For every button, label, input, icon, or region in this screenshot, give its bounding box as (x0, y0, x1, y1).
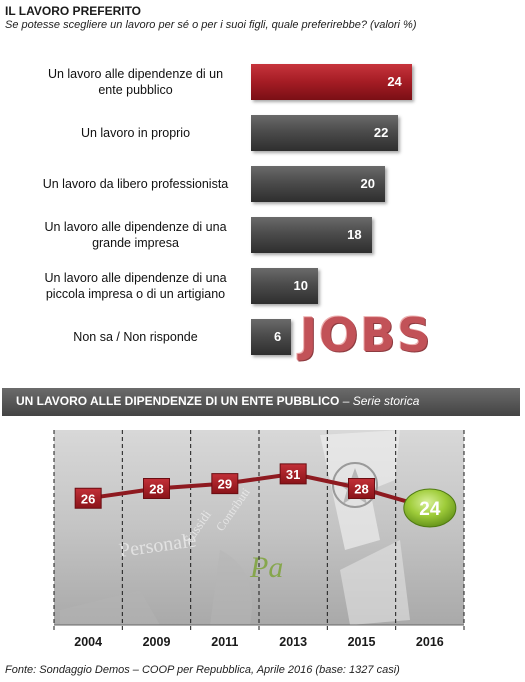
data-marker: 28 (348, 478, 375, 499)
data-marker: 29 (211, 473, 239, 495)
data-marker: 26 (74, 487, 102, 509)
chart-subtitle: Se potesse scegliere un lavoro per sé o … (5, 19, 417, 31)
data-label: 29 (218, 477, 232, 492)
background-word: Pa (249, 551, 283, 584)
data-marker-latest: 24 (403, 488, 457, 528)
bar-value: 10 (293, 278, 308, 293)
data-marker: 31 (279, 463, 307, 485)
bar-label: Un lavoro alle dipendenze di un ente pubb… (28, 66, 243, 98)
x-tick-label: 2009 (143, 635, 171, 649)
x-tick-label: 2013 (279, 635, 307, 649)
bar-label-line: Non sa / Non risponde (73, 330, 198, 344)
bar-value: 18 (347, 227, 362, 242)
bar-label: Non sa / Non risponde (28, 329, 243, 345)
bar-label-line: grande impresa (92, 236, 179, 250)
bar-value: 24 (387, 74, 402, 89)
bar-label: Un lavoro alle dipendenze di una grande i… (28, 219, 243, 251)
data-label: 28 (149, 482, 163, 497)
x-tick-label: 2015 (348, 635, 376, 649)
chart-title: IL LAVORO PREFERITO (5, 4, 142, 18)
data-label: 24 (419, 499, 441, 520)
series-title-suffix: – Serie storica (342, 394, 420, 408)
source-footnote: Fonte: Sondaggio Demos – COOP per Repubb… (5, 664, 400, 676)
bar (251, 217, 372, 253)
bar-label-line: Un lavoro alle dipendenze di una (44, 220, 227, 234)
bar-label-line: piccola impresa o di un artigiano (45, 287, 226, 301)
x-tick-label: 2016 (416, 635, 444, 649)
bar (251, 64, 412, 100)
data-label: 28 (354, 482, 368, 497)
bar (251, 166, 385, 202)
series-title-main: UN LAVORO ALLE DIPENDENZE DI UN ENTE PUB… (16, 394, 340, 408)
bar (251, 319, 292, 355)
x-tick-label: 2004 (74, 635, 102, 649)
series-title: UN LAVORO ALLE DIPENDENZE DI UN ENTE PUB… (16, 394, 419, 408)
jobs-decoration: JOBS (300, 308, 433, 362)
bar (251, 115, 399, 151)
bar-label-line: Un lavoro da libero professionista (42, 177, 229, 191)
data-label: 31 (286, 467, 300, 482)
bar-label-line: Un lavoro alle dipendenze di una (44, 271, 227, 285)
bar-label: Un lavoro da libero professionista (28, 176, 243, 192)
bar (251, 268, 318, 304)
bar-label: Un lavoro alle dipendenze di una piccola … (28, 270, 243, 302)
data-marker: 28 (143, 478, 170, 499)
bar-value: 6 (273, 329, 282, 344)
bar-label-line: ente pubblico (98, 83, 173, 97)
bar-label: Un lavoro in proprio (28, 125, 243, 141)
bar-label-line: Un lavoro alle dipendenze di un (47, 67, 224, 81)
bar-value: 22 (373, 125, 389, 140)
data-label: 26 (81, 491, 95, 506)
section-header: UN LAVORO ALLE DIPENDENZE DI UN ENTE PUB… (2, 388, 520, 416)
x-tick-label: 2011 (211, 635, 238, 649)
bar-label-line: Un lavoro in proprio (80, 126, 191, 140)
bar-value: 20 (360, 176, 375, 191)
